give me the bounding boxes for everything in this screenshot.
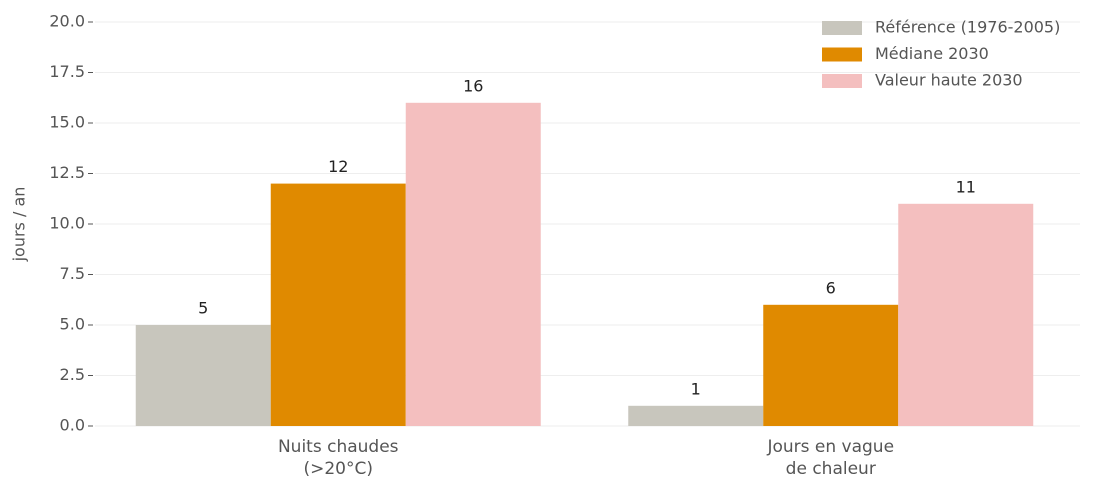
x-tick-label: Jours en vague de chaleur [767,437,895,479]
y-tick-label: 5.0 [60,315,85,334]
y-tick-label: 12.5 [49,163,85,182]
bar [898,203,1034,426]
legend-label: Valeur haute 2030 [875,71,1023,90]
legend-swatch [822,74,862,88]
bar [405,102,541,427]
x-tick-label: Nuits chaudes (>20°C) [277,437,399,479]
y-tick-label: 17.5 [49,62,85,81]
legend-swatch [822,21,862,35]
bar-value-label: 11 [956,177,976,196]
bar-value-label: 6 [826,278,836,297]
bar [270,183,406,426]
y-tick-label: 0.0 [60,416,85,435]
y-tick-label: 20.0 [49,12,85,31]
y-tick-label: 15.0 [49,113,85,132]
legend-label: Référence (1976-2005) [875,18,1060,37]
bar [135,325,271,426]
legend-swatch [822,47,862,62]
bar-value-label: 1 [691,379,701,398]
bar-value-label: 16 [463,76,483,95]
y-tick-label: 10.0 [49,214,85,233]
bar [628,405,764,426]
legend-label: Médiane 2030 [875,44,989,63]
bar-value-label: 12 [328,157,348,176]
y-tick-label: 7.5 [60,264,85,283]
bar-value-label: 5 [198,299,208,318]
bar [763,304,899,426]
y-tick-label: 2.5 [60,365,85,384]
y-axis-label: jours / an [10,187,29,263]
